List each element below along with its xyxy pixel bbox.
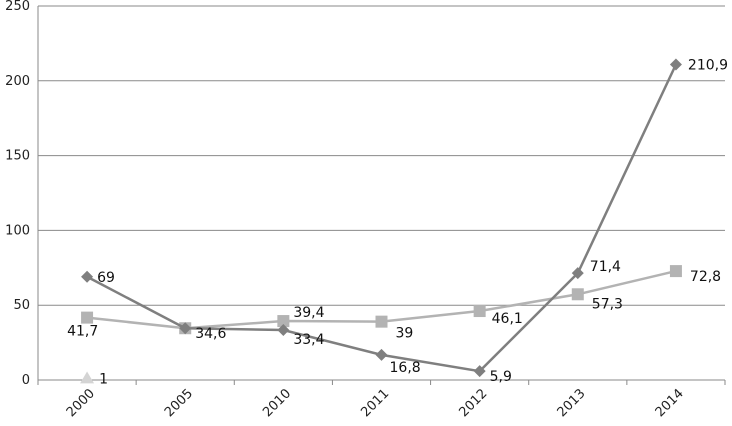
diamond-marker	[277, 324, 290, 337]
square-marker	[81, 311, 94, 324]
diamond-marker	[179, 322, 192, 335]
square-marker	[375, 315, 388, 328]
diamond-marker	[669, 58, 682, 71]
y-tick-label: 200	[5, 74, 30, 89]
square-marker	[571, 288, 584, 301]
data-label: 34,6	[195, 326, 226, 342]
square-marker	[277, 315, 290, 328]
y-tick-label: 50	[13, 298, 30, 313]
y-tick-label: 150	[5, 149, 30, 164]
data-label: 46,1	[492, 311, 523, 327]
data-label: 69	[97, 270, 115, 286]
series-diamond	[81, 58, 682, 378]
data-label: 1	[99, 372, 108, 388]
diamond-marker	[473, 365, 486, 378]
x-tick-label: 2014	[653, 386, 687, 420]
x-tick-label: 2005	[162, 386, 196, 420]
diamond-marker	[571, 267, 584, 280]
y-tick-label: 250	[5, 0, 30, 14]
data-label: 5,9	[490, 369, 512, 385]
data-label: 33,4	[293, 332, 324, 348]
x-tick-label: 2000	[64, 386, 98, 420]
data-label: 71,4	[590, 259, 621, 275]
x-tick-label: 2011	[358, 386, 392, 420]
series-group	[80, 58, 682, 384]
data-label: 39,4	[293, 305, 324, 321]
x-tick-label: 2012	[456, 386, 490, 420]
x-tick-label: 2010	[260, 386, 294, 420]
data-labels: 69 34,6 33,4 16,8 5,9 71,4 210,9 41,7 39,4 39 46,1…	[67, 57, 728, 387]
y-tick-label: 100	[5, 223, 30, 238]
diamond-marker	[375, 348, 388, 361]
triangle-marker	[80, 371, 95, 384]
grid-lines	[38, 5, 725, 306]
data-label: 72,8	[690, 269, 721, 285]
y-tick-label: 0	[22, 373, 30, 388]
data-label: 16,8	[390, 360, 421, 376]
data-label: 57,3	[592, 296, 623, 312]
series-triangle	[80, 371, 95, 384]
square-marker	[669, 265, 682, 278]
axes: 0 50 100 150 200 250 2000 2005 2010 2011 2012 2013 2…	[5, 0, 726, 420]
data-label: 210,9	[688, 57, 728, 73]
diamond-marker	[81, 270, 94, 283]
data-label: 41,7	[67, 324, 98, 340]
square-marker	[473, 305, 486, 318]
data-label: 39	[396, 326, 414, 342]
x-tick-label: 2013	[555, 386, 589, 420]
